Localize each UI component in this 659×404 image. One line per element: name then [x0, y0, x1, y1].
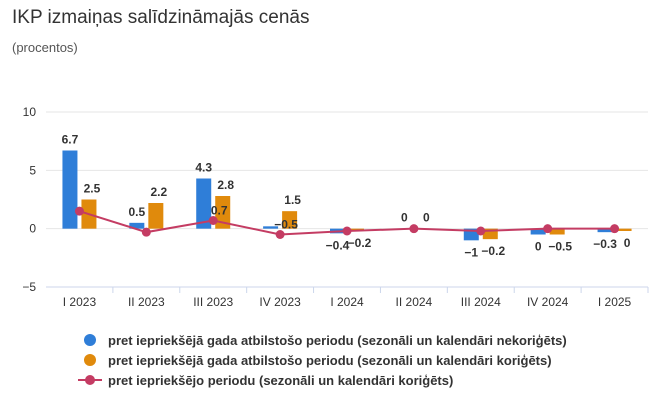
- chart-plot: −5 0 5 10 I 2023 II 2023 III 2023 IV 2023 I 2024…: [22, 105, 649, 309]
- data-label-series-2: 1.5: [284, 193, 301, 207]
- chart-subtitle: (procentos): [12, 40, 78, 55]
- y-tick-label: 0: [29, 222, 36, 236]
- point-series-3: [543, 224, 553, 234]
- bar-series-2: [148, 203, 164, 229]
- bar-series-1: [597, 228, 613, 233]
- legend-item-series-3[interactable]: pret iepriekšējo periodu (sezonāli un ka…: [78, 370, 567, 390]
- data-label-series-1: 0: [401, 211, 408, 225]
- data-label-series-1: 0: [535, 240, 542, 254]
- data-label-series-2: 2.5: [84, 182, 101, 196]
- legend-marker-series-2: [78, 353, 102, 367]
- legend-label-series-1: pret iepriekšējā gada atbilstošo periodu…: [108, 332, 567, 348]
- point-series-3: [74, 206, 84, 216]
- x-tick-label: II 2024: [396, 295, 433, 309]
- chart-legend: pret iepriekšējā gada atbilstošo periodu…: [78, 330, 567, 390]
- legend-label-series-3: pret iepriekšējo periodu (sezonāli un ka…: [108, 372, 454, 388]
- x-tick-label: IV 2024: [527, 295, 569, 309]
- data-label-series-2: −0.2: [348, 236, 372, 250]
- x-tick-label: I 2024: [330, 295, 364, 309]
- data-label-series-2: 2.8: [217, 178, 234, 192]
- x-tick-label: I 2023: [63, 295, 97, 309]
- data-label-series-1: 6.7: [62, 133, 79, 147]
- point-series-3: [208, 216, 218, 225]
- bar-series-2: [215, 196, 231, 229]
- bar-series-2: [549, 228, 565, 235]
- point-series-3: [409, 224, 419, 234]
- point-series-3: [610, 224, 620, 234]
- data-label-series-2: 2.2: [150, 185, 167, 199]
- data-label-series-2: −0.2: [481, 244, 505, 258]
- legend-item-series-1[interactable]: pret iepriekšējā gada atbilstošo periodu…: [78, 330, 567, 350]
- data-label-series-3: 0.7: [211, 204, 228, 218]
- legend-marker-series-3: [78, 373, 102, 387]
- point-series-3: [275, 230, 285, 239]
- data-label-series-1: −1: [464, 245, 478, 259]
- data-label-series-1: −0.4: [326, 238, 350, 252]
- x-tick-label: II 2023: [128, 295, 165, 309]
- bar-series-1: [263, 226, 279, 229]
- data-label-series-3: −0.5: [274, 218, 298, 232]
- y-tick-label: 10: [23, 105, 37, 119]
- data-label-series-1: 4.3: [195, 161, 212, 175]
- bar-series-2: [482, 228, 498, 240]
- legend-label-series-2: pret iepriekšējā gada atbilstošo periodu…: [108, 352, 552, 368]
- bar-series-1: [196, 178, 212, 229]
- point-series-3: [141, 227, 151, 237]
- bar-series-1: [463, 228, 479, 241]
- bar-series-2: [282, 211, 298, 229]
- y-tick-label: −5: [22, 280, 36, 294]
- legend-item-series-2[interactable]: pret iepriekšējā gada atbilstošo periodu…: [78, 350, 567, 370]
- point-series-3: [476, 226, 486, 236]
- bar-series-1: [129, 222, 145, 229]
- data-label-series-1: 0.5: [128, 205, 145, 219]
- bar-series-1: [62, 150, 78, 229]
- bar-series-2: [616, 228, 632, 231]
- data-label-series-2: 0: [624, 236, 631, 250]
- x-tick-label: I 2025: [598, 295, 632, 309]
- legend-marker-series-1: [78, 333, 102, 347]
- data-label-series-1: −0.3: [593, 237, 617, 251]
- x-tick-label: III 2024: [461, 295, 501, 309]
- point-series-3: [342, 226, 352, 236]
- data-label-series-2: −0.5: [548, 240, 572, 254]
- x-tick-label: IV 2023: [259, 295, 301, 309]
- chart-title: IKP izmaiņas salīdzināmajās cenās: [12, 7, 310, 28]
- data-label-series-2: 0: [423, 211, 430, 225]
- x-tick-label: III 2023: [193, 295, 233, 309]
- bar-series-1: [530, 228, 546, 235]
- y-tick-label: 5: [29, 163, 36, 177]
